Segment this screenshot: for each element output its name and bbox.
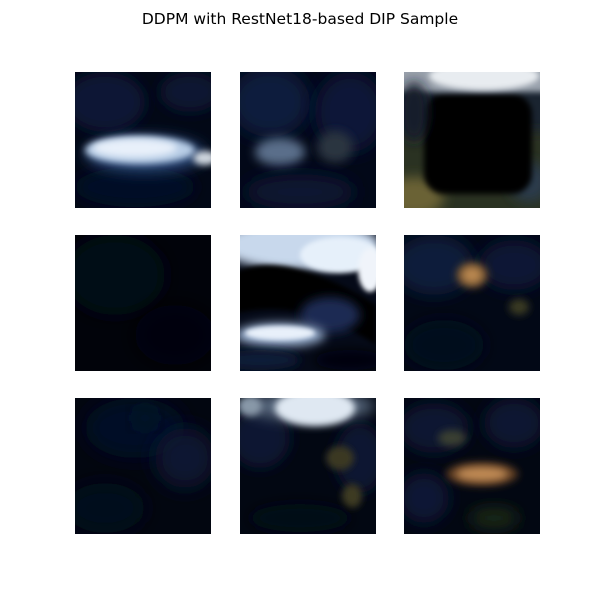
- sample-image-8: [240, 398, 376, 534]
- sample-image-2: [240, 72, 376, 208]
- sample-image-5: [240, 235, 376, 371]
- figure-title: DDPM with RestNet18-based DIP Sample: [141, 10, 459, 28]
- sample-image-7: [75, 398, 211, 534]
- sample-image-6: [404, 235, 540, 371]
- sample-image-4: [75, 235, 211, 371]
- sample-image-9: [404, 398, 540, 534]
- sample-image-3: [404, 72, 540, 208]
- sample-image-1: [75, 72, 211, 208]
